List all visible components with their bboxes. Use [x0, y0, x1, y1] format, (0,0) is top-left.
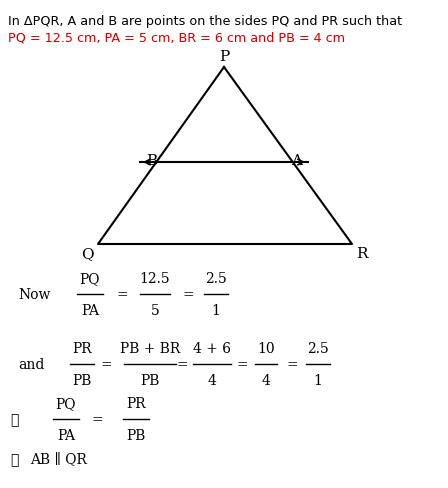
Text: 2.5: 2.5 — [307, 341, 329, 355]
Text: PR: PR — [72, 341, 92, 355]
Text: 4: 4 — [262, 373, 271, 387]
Text: PA: PA — [57, 428, 75, 442]
Text: Now: Now — [18, 287, 50, 302]
Text: R: R — [356, 246, 367, 261]
Text: =: = — [176, 357, 188, 371]
Text: PQ = 12.5 cm, PA = 5 cm, BR = 6 cm and PB = 4 cm: PQ = 12.5 cm, PA = 5 cm, BR = 6 cm and P… — [8, 32, 345, 45]
Text: 4 + 6: 4 + 6 — [193, 341, 231, 355]
Text: =: = — [100, 357, 112, 371]
Text: A: A — [291, 154, 302, 168]
Text: PB: PB — [126, 428, 146, 442]
Text: =: = — [91, 412, 103, 426]
Text: ∴: ∴ — [10, 412, 18, 426]
Text: 12.5: 12.5 — [140, 271, 170, 285]
Text: =: = — [286, 357, 298, 371]
Text: PA: PA — [81, 304, 99, 317]
Text: 4: 4 — [207, 373, 216, 387]
Text: PB: PB — [72, 373, 92, 387]
Text: P: P — [219, 50, 229, 64]
Text: PB: PB — [140, 373, 159, 387]
Text: 1: 1 — [314, 373, 323, 387]
Text: Q: Q — [82, 246, 94, 261]
Text: =: = — [236, 357, 248, 371]
Text: 1: 1 — [211, 304, 220, 317]
Text: In ΔPQR, A and B are points on the sides PQ and PR such that: In ΔPQR, A and B are points on the sides… — [8, 15, 402, 28]
Text: and: and — [18, 357, 44, 371]
Text: ∴: ∴ — [10, 452, 18, 466]
Text: B: B — [146, 154, 157, 168]
Text: =: = — [116, 287, 128, 302]
Text: PB + BR: PB + BR — [120, 341, 180, 355]
Text: PQ: PQ — [80, 271, 100, 285]
Text: 5: 5 — [151, 304, 159, 317]
Text: PR: PR — [126, 396, 146, 410]
Text: AB ∥ QR: AB ∥ QR — [30, 452, 87, 466]
Text: 2.5: 2.5 — [205, 271, 227, 285]
Text: PQ: PQ — [56, 396, 76, 410]
Text: =: = — [182, 287, 194, 302]
Text: 10: 10 — [257, 341, 275, 355]
